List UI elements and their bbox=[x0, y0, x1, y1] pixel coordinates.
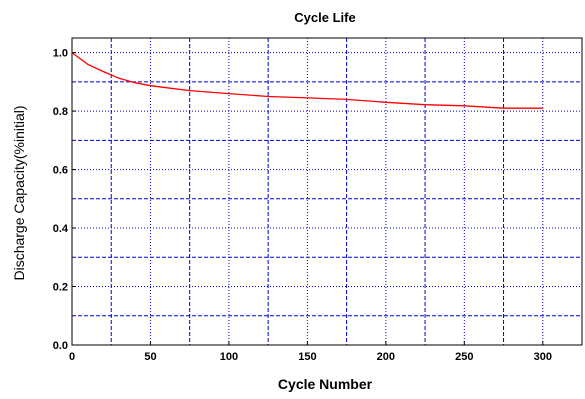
chart-title: Cycle Life bbox=[294, 10, 355, 25]
x-tick-label: 300 bbox=[534, 351, 552, 363]
y-tick-label: 0.8 bbox=[53, 106, 68, 118]
grid bbox=[72, 38, 582, 345]
plot-frame bbox=[71, 37, 583, 346]
x-tick-label: 200 bbox=[377, 351, 395, 363]
y-tick-label: 0.6 bbox=[53, 165, 68, 177]
x-tick-label: 150 bbox=[298, 351, 316, 363]
series-line bbox=[71, 52, 543, 109]
y-tick-label: 0.4 bbox=[53, 223, 69, 235]
x-tick-label: 50 bbox=[144, 351, 156, 363]
y-tick-label: 0.0 bbox=[53, 340, 68, 352]
axis-ticks: 0 50 100 150 200 250 300 0.0 0.2 0.4 0.6 0.8 1.0 bbox=[53, 48, 552, 363]
x-tick-label: 0 bbox=[69, 351, 75, 363]
y-tick-label: 1.0 bbox=[53, 48, 68, 60]
y-tick-label: 0.2 bbox=[53, 282, 68, 294]
x-tick-label: 100 bbox=[220, 351, 238, 363]
series bbox=[71, 52, 543, 109]
x-tick-label: 250 bbox=[455, 351, 473, 363]
y-axis-label: Discharge Capacity(%initial) bbox=[11, 105, 27, 280]
x-axis-label: Cycle Number bbox=[278, 376, 373, 392]
